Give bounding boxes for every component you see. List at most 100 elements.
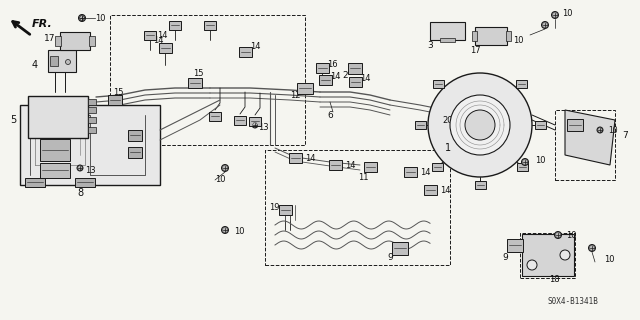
Text: 2: 2 <box>342 70 348 79</box>
Circle shape <box>597 127 603 133</box>
Bar <box>25 178 45 187</box>
Circle shape <box>450 95 510 155</box>
Bar <box>432 164 443 172</box>
Circle shape <box>560 250 570 260</box>
Text: 10: 10 <box>513 36 524 44</box>
Text: 10: 10 <box>215 174 225 183</box>
Bar <box>128 147 142 157</box>
Bar <box>28 96 88 138</box>
Text: 10: 10 <box>608 125 618 134</box>
Bar <box>403 167 417 177</box>
Bar <box>534 121 545 129</box>
Text: 11: 11 <box>358 172 368 181</box>
Bar <box>517 164 528 172</box>
Text: 10: 10 <box>562 9 572 18</box>
Text: 14: 14 <box>305 154 316 163</box>
Text: 3: 3 <box>427 41 433 50</box>
Bar <box>40 139 70 161</box>
Circle shape <box>541 21 548 28</box>
Bar <box>319 75 332 85</box>
Bar <box>50 56 58 66</box>
Bar <box>204 20 216 29</box>
Bar <box>88 99 96 105</box>
Circle shape <box>552 12 559 19</box>
Text: 14: 14 <box>345 161 355 170</box>
Text: 15: 15 <box>193 68 204 77</box>
Bar <box>316 63 328 73</box>
Text: 6: 6 <box>327 110 333 119</box>
Bar <box>75 178 95 187</box>
Circle shape <box>221 164 228 172</box>
Bar <box>55 36 61 46</box>
Text: 10: 10 <box>566 230 577 239</box>
Bar <box>169 20 181 29</box>
Text: FR.: FR. <box>32 19 52 29</box>
Bar <box>440 38 455 42</box>
Bar <box>522 234 574 276</box>
Circle shape <box>79 15 85 21</box>
Circle shape <box>77 165 83 171</box>
Bar <box>128 130 142 140</box>
Circle shape <box>428 73 532 177</box>
Text: S0X4-B1341B: S0X4-B1341B <box>548 298 598 307</box>
Bar <box>278 205 291 215</box>
Bar <box>424 185 436 195</box>
Text: 7: 7 <box>622 131 628 140</box>
Bar <box>249 116 261 125</box>
Bar <box>520 233 575 278</box>
Text: 14: 14 <box>157 30 167 39</box>
Bar <box>110 15 305 145</box>
Bar <box>265 150 450 265</box>
Text: 14: 14 <box>360 74 371 83</box>
Text: 20: 20 <box>443 116 453 124</box>
Bar <box>108 95 122 105</box>
Text: 10: 10 <box>95 13 105 22</box>
Bar <box>392 242 408 254</box>
Bar <box>88 107 96 113</box>
Bar <box>188 78 202 88</box>
Bar <box>472 31 477 41</box>
Bar <box>349 77 362 87</box>
Bar <box>433 80 445 88</box>
Circle shape <box>522 158 529 165</box>
Text: 10: 10 <box>604 255 614 265</box>
Bar <box>40 163 70 178</box>
Bar <box>430 22 465 40</box>
Text: 13: 13 <box>258 123 268 132</box>
Bar <box>159 43 172 53</box>
Text: 4: 4 <box>32 60 38 70</box>
Circle shape <box>79 14 86 21</box>
Bar <box>506 31 511 41</box>
Polygon shape <box>565 110 615 165</box>
Text: 17: 17 <box>44 34 55 43</box>
Circle shape <box>554 231 561 238</box>
Text: 1: 1 <box>445 143 451 153</box>
Text: 13: 13 <box>84 165 95 174</box>
Circle shape <box>589 244 595 252</box>
Text: 14: 14 <box>440 186 451 195</box>
Bar <box>475 27 507 45</box>
Text: 19: 19 <box>269 203 279 212</box>
Bar <box>209 111 221 121</box>
Bar <box>297 83 313 93</box>
Bar <box>567 119 583 131</box>
Circle shape <box>465 110 495 140</box>
Bar <box>89 36 95 46</box>
Circle shape <box>221 227 228 234</box>
Text: 12: 12 <box>290 91 300 100</box>
Bar <box>474 181 486 189</box>
Bar <box>415 121 426 129</box>
Text: 14: 14 <box>330 71 340 81</box>
Bar <box>515 80 527 88</box>
Bar <box>88 117 96 123</box>
Bar <box>348 62 362 74</box>
Text: 14: 14 <box>420 167 430 177</box>
Text: 14: 14 <box>153 36 163 44</box>
Text: 5: 5 <box>10 115 16 125</box>
Bar <box>60 32 90 50</box>
Bar <box>289 153 301 163</box>
Text: 16: 16 <box>326 60 337 68</box>
Bar <box>88 127 96 133</box>
Text: 18: 18 <box>548 276 559 284</box>
Text: 15: 15 <box>113 87 124 97</box>
